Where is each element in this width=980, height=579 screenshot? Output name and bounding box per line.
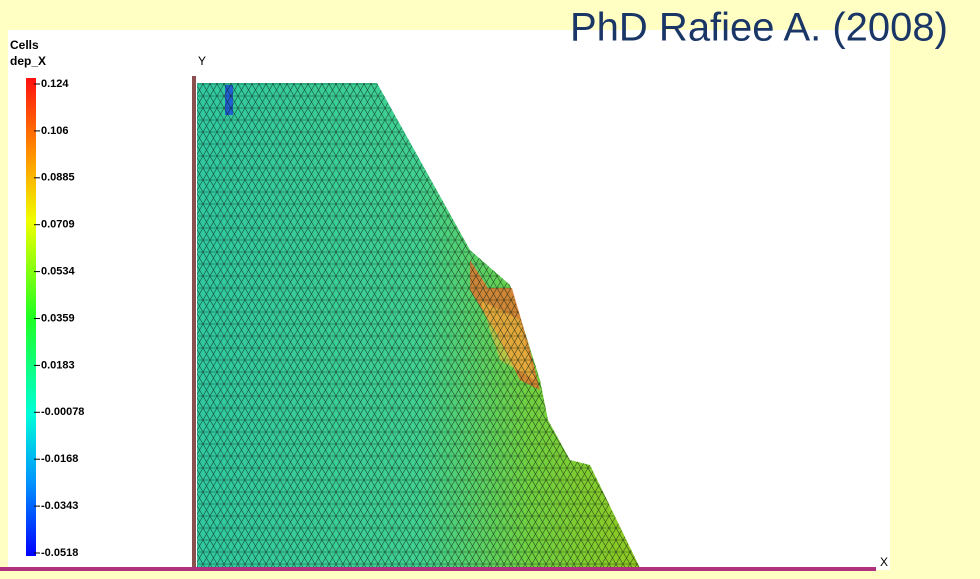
colorbar-tick-label: 0.0183 [41, 359, 75, 371]
slide: {"title": "PhD Rafiee A. (2008)", "legen… [0, 0, 980, 574]
legend-title: Cells [10, 38, 39, 52]
colorbar-tick-label: 0.106 [41, 125, 69, 137]
y-axis-label: Y [198, 54, 206, 68]
x-axis-label: X [880, 555, 888, 569]
colorbar [26, 78, 36, 556]
colorbar-tick-label: 0.0885 [41, 172, 75, 184]
slide-canvas: PhD Rafiee A. (2008) Cells dep_X 0.124 0.… [0, 0, 980, 574]
colorbar-tick-label: 0.0709 [41, 219, 75, 231]
colorbar-tick-label: 0.124 [41, 78, 69, 90]
colorbar-tick-label: -0.0168 [41, 453, 78, 465]
legend-variable: dep_X [10, 54, 46, 68]
colorbar-tick-label: 0.0534 [41, 266, 76, 278]
colorbar-tick-label: -0.0518 [41, 547, 78, 559]
colorbar-tick-label: -0.0343 [41, 500, 78, 512]
slide-title: PhD Rafiee A. (2008) [570, 6, 948, 50]
colorbar-tick-label: -0.00078 [41, 406, 84, 418]
colorbar-tick-label: 0.0359 [41, 312, 75, 324]
